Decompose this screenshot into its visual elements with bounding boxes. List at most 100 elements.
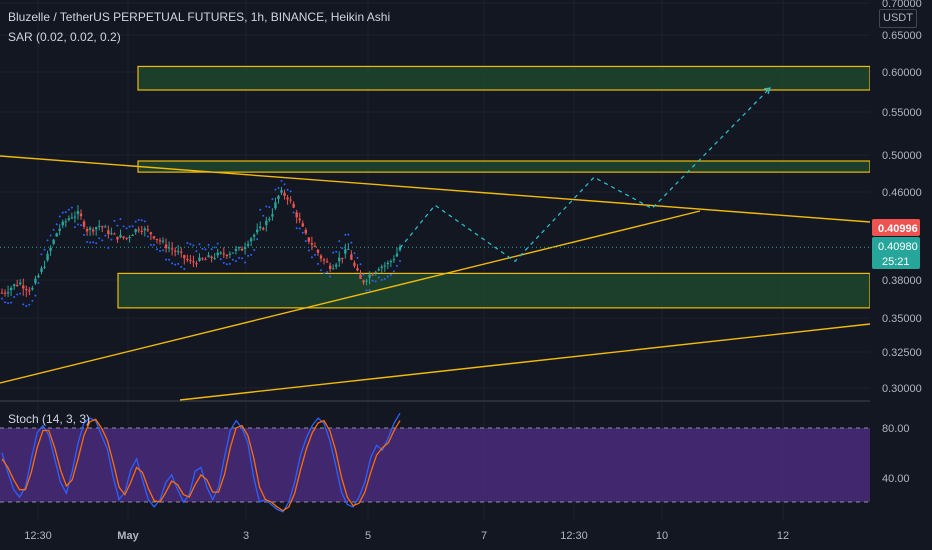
candle-body[interactable]: [128, 236, 131, 238]
candle-body[interactable]: [325, 261, 329, 263]
candle-body[interactable]: [316, 249, 320, 253]
candle-body[interactable]: [137, 229, 140, 231]
candle-body[interactable]: [262, 228, 265, 230]
candle-body[interactable]: [219, 252, 222, 254]
zone-rectangle[interactable]: [137, 160, 871, 173]
last-price-badge[interactable]: [872, 219, 920, 236]
candle-body[interactable]: [113, 233, 116, 235]
candle-body[interactable]: [292, 203, 295, 208]
candle-body[interactable]: [228, 253, 232, 255]
candle-body[interactable]: [186, 258, 189, 260]
candle-body[interactable]: [237, 247, 241, 249]
candle-body[interactable]: [104, 226, 107, 228]
candle-body[interactable]: [177, 251, 180, 253]
candle-body[interactable]: [347, 249, 350, 251]
candle-body[interactable]: [58, 228, 61, 232]
candle-body[interactable]: [341, 257, 344, 259]
candle-body[interactable]: [344, 249, 347, 254]
candle-body[interactable]: [55, 233, 58, 237]
candle-body[interactable]: [210, 256, 213, 259]
candle-body[interactable]: [158, 240, 162, 242]
candle-body[interactable]: [73, 216, 77, 218]
currency-button[interactable]: USDT: [879, 9, 917, 28]
candle-body[interactable]: [392, 259, 396, 261]
candle-body[interactable]: [189, 260, 192, 262]
candle-body[interactable]: [249, 238, 253, 242]
candle-body[interactable]: [322, 259, 326, 261]
candle-body[interactable]: [271, 214, 274, 217]
candle-body[interactable]: [107, 230, 110, 235]
candle-body[interactable]: [40, 268, 43, 272]
candle-body[interactable]: [374, 271, 377, 274]
candle-body[interactable]: [265, 220, 268, 226]
candle-body[interactable]: [25, 289, 28, 291]
candle-body[interactable]: [283, 192, 286, 196]
candle-body[interactable]: [98, 225, 101, 227]
candle-body[interactable]: [246, 244, 250, 246]
candle-body[interactable]: [240, 248, 244, 251]
candle-body[interactable]: [192, 261, 195, 263]
candle-body[interactable]: [338, 257, 341, 262]
candle-body[interactable]: [152, 236, 156, 239]
candle-body[interactable]: [85, 229, 89, 232]
candle-body[interactable]: [301, 223, 304, 227]
candle-body[interactable]: [19, 282, 22, 285]
candle-body[interactable]: [22, 285, 25, 289]
stoch-d-line[interactable]: [1, 418, 401, 512]
candle-body[interactable]: [386, 262, 390, 265]
support-resistance-zones[interactable]: [117, 65, 871, 309]
candle-body[interactable]: [359, 274, 362, 279]
candle-body[interactable]: [289, 199, 292, 201]
candle-body[interactable]: [298, 218, 301, 221]
candle-body[interactable]: [167, 247, 171, 249]
candle-body[interactable]: [149, 232, 153, 235]
candle-body[interactable]: [116, 236, 119, 240]
candle-body[interactable]: [353, 262, 356, 266]
candle-body[interactable]: [134, 229, 137, 233]
trendline[interactable]: [0, 210, 701, 384]
candle-body[interactable]: [34, 278, 37, 284]
candle-body[interactable]: [252, 234, 256, 237]
candle-body[interactable]: [46, 253, 49, 261]
candle-body[interactable]: [225, 255, 229, 257]
candle-body[interactable]: [119, 235, 122, 238]
candle-body[interactable]: [195, 263, 198, 265]
candle-body[interactable]: [398, 247, 402, 251]
candle-body[interactable]: [204, 259, 207, 261]
candle-body[interactable]: [383, 265, 387, 267]
candle-body[interactable]: [213, 258, 216, 260]
candle-body[interactable]: [94, 227, 98, 230]
candle-body[interactable]: [231, 252, 235, 254]
candle-body[interactable]: [259, 226, 262, 229]
candle-body[interactable]: [6, 292, 10, 294]
candle-body[interactable]: [12, 284, 16, 287]
candle-body[interactable]: [286, 197, 289, 200]
candle-body[interactable]: [82, 221, 86, 227]
candle-body[interactable]: [101, 226, 104, 228]
candle-body[interactable]: [155, 238, 159, 240]
candle-body[interactable]: [280, 190, 283, 193]
candle-body[interactable]: [173, 250, 177, 252]
candle-body[interactable]: [52, 239, 55, 244]
candle-body[interactable]: [183, 255, 186, 259]
candle-body[interactable]: [49, 247, 52, 251]
candle-body[interactable]: [368, 274, 371, 278]
candle-body[interactable]: [161, 240, 165, 242]
time-axis[interactable]: 12:30 May 3 5 7 12:30 10 12: [0, 520, 932, 550]
candle-body[interactable]: [295, 212, 298, 218]
candle-body[interactable]: [234, 249, 238, 251]
candle-body[interactable]: [61, 221, 64, 226]
candle-body[interactable]: [256, 229, 259, 233]
candle-body[interactable]: [362, 280, 365, 283]
candle-body[interactable]: [31, 287, 34, 290]
price-axis[interactable]: 0.70000 0.65000 0.60000 0.55000 0.50000 0.460…: [870, 0, 932, 550]
candle-body[interactable]: [43, 266, 46, 268]
candle-body[interactable]: [15, 284, 19, 286]
candle-body[interactable]: [307, 237, 311, 242]
candle-body[interactable]: [328, 265, 332, 270]
candle-body[interactable]: [380, 266, 383, 268]
stoch-k-line[interactable]: [1, 412, 401, 513]
zone-rectangle[interactable]: [137, 65, 871, 91]
candle-body[interactable]: [313, 245, 317, 248]
